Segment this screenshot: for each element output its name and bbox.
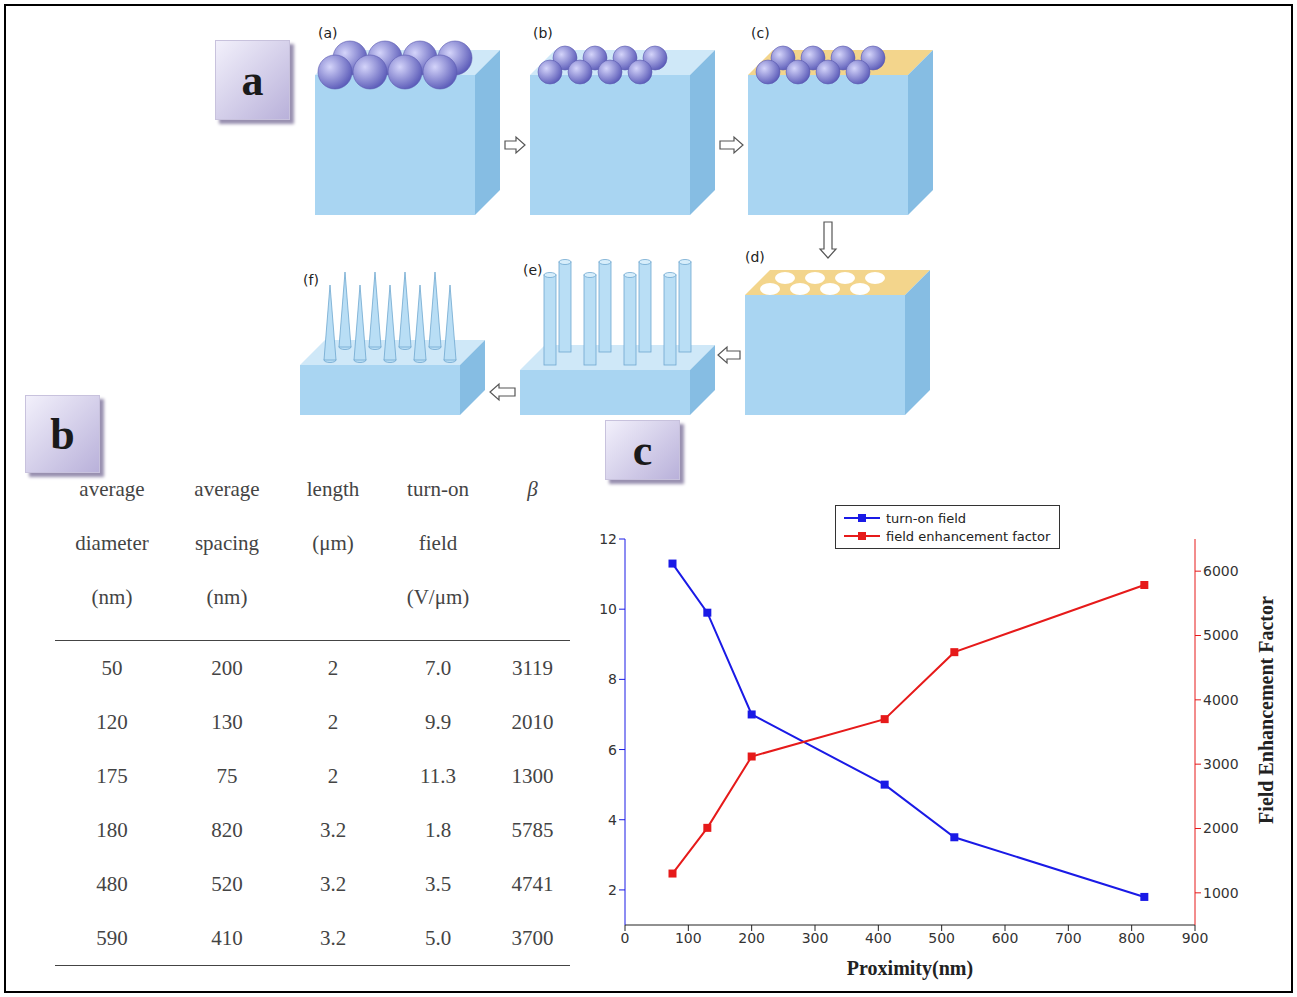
svg-text:10: 10 — [599, 601, 617, 617]
svg-text:8: 8 — [608, 671, 617, 687]
html-text:(V/μm): (V/μm) — [406, 585, 470, 609]
html-text:1.8: 1.8 — [424, 817, 452, 842]
html-text:410: 410 — [211, 925, 243, 950]
html-text:200: 200 — [211, 655, 243, 680]
html-text:120: 120 — [96, 709, 128, 734]
svg-text:(b): (b) — [533, 25, 553, 41]
html-text:3.2: 3.2 — [319, 871, 347, 896]
html-text:2010: 2010 — [511, 709, 554, 734]
html-text:5785: 5785 — [511, 817, 554, 842]
html-text:1300: 1300 — [511, 763, 554, 788]
svg-text:4000: 4000 — [1203, 692, 1239, 708]
html-text:5.0: 5.0 — [424, 925, 452, 950]
html-text:(nm): (nm) — [91, 585, 133, 609]
html-text:diameter: diameter — [75, 531, 149, 555]
html-text:3.2: 3.2 — [319, 817, 347, 842]
html-text:9.9: 9.9 — [424, 709, 452, 734]
svg-text:200: 200 — [738, 930, 765, 946]
html-text:2: 2 — [327, 709, 339, 734]
html-text:590: 590 — [96, 925, 128, 950]
svg-text:1000: 1000 — [1203, 885, 1239, 901]
html-text:520: 520 — [211, 871, 243, 896]
svg-text:6000: 6000 — [1203, 563, 1239, 579]
svg-text:12: 12 — [599, 531, 617, 547]
html-text:180: 180 — [96, 817, 128, 842]
html-text:2: 2 — [327, 763, 339, 788]
html-text:β: β — [527, 477, 538, 501]
html-text:4741: 4741 — [511, 871, 554, 896]
html-text:a: a — [241, 55, 264, 105]
svg-text:(a): (a) — [318, 25, 338, 41]
html-text:(nm): (nm) — [206, 585, 248, 609]
html-text:7.0: 7.0 — [424, 655, 452, 680]
svg-text:6: 6 — [608, 742, 617, 758]
svg-text:500: 500 — [928, 930, 955, 946]
html-text:130: 130 — [211, 709, 243, 734]
html-text:turn-on field: turn-on field — [886, 510, 966, 526]
html-text:3.5: 3.5 — [424, 871, 452, 896]
html-text:average: average — [79, 477, 145, 501]
svg-text:400: 400 — [865, 930, 892, 946]
svg-text:4: 4 — [608, 812, 617, 828]
html-text:11.3: 11.3 — [420, 763, 456, 788]
html-text:field enhancement factor: field enhancement factor — [886, 528, 1051, 544]
svg-text:3000: 3000 — [1203, 756, 1239, 772]
html-text:turn-on: turn-on — [407, 477, 469, 501]
html-text:3119: 3119 — [511, 655, 554, 680]
svg-text:600: 600 — [992, 930, 1019, 946]
html-text:(μm): (μm) — [312, 531, 354, 555]
svg-text:900: 900 — [1182, 930, 1209, 946]
html-text:b: b — [50, 409, 75, 459]
html-text:75: 75 — [216, 763, 238, 788]
html-text:50: 50 — [101, 655, 123, 680]
html-text:Field Enhancement Factor: Field Enhancement Factor — [1255, 596, 1277, 824]
html-text:spacing: spacing — [194, 531, 260, 555]
svg-text:700: 700 — [1055, 930, 1082, 946]
svg-text:(f): (f) — [303, 272, 319, 288]
svg-text:2: 2 — [608, 882, 617, 898]
html-text:2: 2 — [327, 655, 339, 680]
html-text:c: c — [632, 425, 653, 475]
html-text:175: 175 — [96, 763, 128, 788]
svg-text:5000: 5000 — [1203, 627, 1239, 643]
svg-text:(d): (d) — [745, 249, 765, 265]
svg-text:100: 100 — [675, 930, 702, 946]
svg-text:800: 800 — [1118, 930, 1145, 946]
svg-text:(c): (c) — [751, 25, 770, 41]
html-text:average: average — [194, 477, 260, 501]
svg-text:Proximity(nm): Proximity(nm) — [847, 957, 973, 980]
html-text:3700: 3700 — [511, 925, 554, 950]
html-text:480: 480 — [96, 871, 128, 896]
html-text:field: field — [418, 531, 458, 555]
svg-text:300: 300 — [802, 930, 829, 946]
svg-text:(e): (e) — [523, 262, 543, 278]
svg-text:0: 0 — [621, 930, 630, 946]
svg-text:2000: 2000 — [1203, 820, 1239, 836]
html-text:820: 820 — [211, 817, 243, 842]
html-text:length: length — [306, 477, 360, 501]
html-text:3.2: 3.2 — [319, 925, 347, 950]
